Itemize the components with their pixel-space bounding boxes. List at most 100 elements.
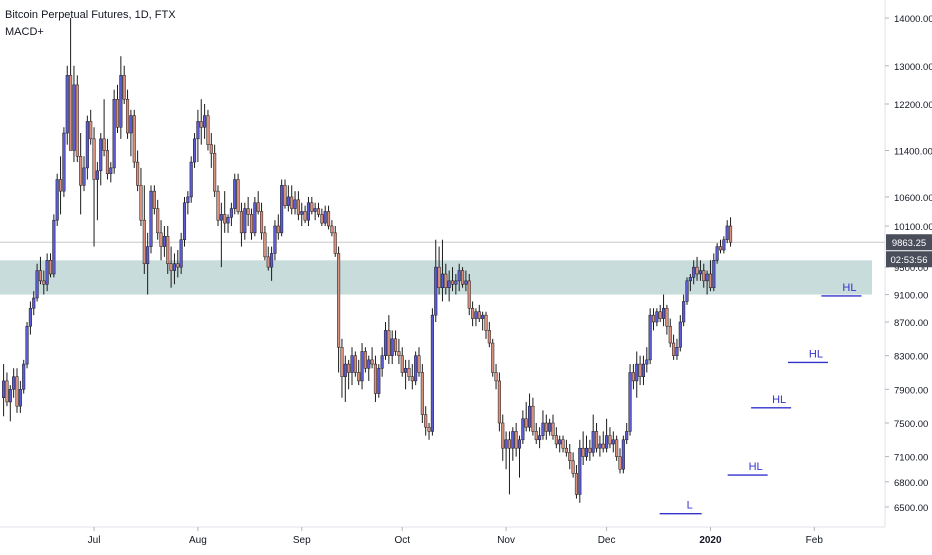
indicator-label[interactable]: MACD+: [5, 26, 44, 38]
candle: [477, 304, 481, 322]
candle-body: [705, 273, 709, 282]
annotation-label: HL: [749, 461, 763, 473]
candle-body: [528, 405, 532, 428]
candle: [487, 322, 491, 348]
candle: [266, 246, 270, 271]
candle-body: [457, 270, 461, 282]
candle: [400, 347, 404, 377]
candle-body: [414, 355, 418, 382]
candle: [591, 414, 595, 457]
candle: [648, 308, 652, 365]
candle: [303, 205, 307, 224]
countdown-value: 02:53:56: [891, 255, 928, 266]
candle-body: [668, 325, 672, 344]
candle-body: [651, 314, 656, 323]
candle: [705, 270, 709, 295]
candle: [588, 439, 592, 461]
candle: [350, 347, 354, 386]
candle: [199, 99, 203, 145]
y-axis[interactable]: 14000.00 13000.00 12200.00 11400.00 10600.00…: [885, 14, 932, 514]
candle: [313, 202, 317, 221]
candle: [122, 65, 126, 104]
candle: [561, 435, 565, 453]
candle: [394, 330, 398, 356]
candle: [69, 18, 73, 151]
candle-body: [571, 460, 575, 474]
candle: [695, 256, 699, 281]
candle-body: [290, 196, 294, 209]
candle-body: [541, 422, 545, 436]
candle-body: [206, 115, 210, 145]
candle-body: [270, 253, 274, 268]
candle: [417, 347, 421, 377]
candle-body: [12, 376, 16, 390]
candle: [554, 427, 558, 449]
candle-body: [618, 456, 622, 470]
candle-body: [558, 439, 562, 445]
candle: [136, 150, 140, 192]
candle-body: [574, 473, 579, 495]
candle: [581, 431, 585, 465]
candle: [162, 226, 166, 257]
x-axis[interactable]: Jul Aug Sep Oct Nov Dec 2020 Feb: [88, 527, 824, 546]
candle: [404, 359, 408, 390]
candle: [370, 347, 374, 369]
candle-body: [521, 418, 525, 441]
candle-body: [132, 115, 136, 163]
countdown-tag: [886, 251, 932, 268]
price-tags: 9863.25 02:53:56: [886, 234, 932, 268]
candle-body: [327, 211, 331, 227]
candle: [55, 173, 59, 226]
candle: [286, 185, 290, 212]
candle-body: [8, 389, 12, 403]
candle-body: [5, 380, 9, 403]
candle: [658, 304, 662, 322]
candle-body: [373, 363, 377, 394]
candle-body: [601, 443, 605, 449]
y-tick-label: 9100.00: [894, 291, 928, 302]
candle: [353, 351, 357, 377]
candle-body: [481, 314, 485, 319]
candle-body: [95, 170, 99, 180]
candle: [290, 185, 294, 215]
candle-body: [233, 179, 237, 209]
annotation-label: HL: [772, 394, 786, 406]
candle: [367, 355, 371, 381]
candle: [146, 232, 150, 295]
candle-body: [484, 314, 488, 331]
y-tick-label: 12200.00: [894, 100, 932, 111]
candle: [229, 202, 233, 226]
candle: [457, 263, 461, 292]
candle: [481, 311, 485, 331]
candle-body: [226, 217, 230, 224]
candle-body: [363, 351, 367, 369]
candle-body: [665, 308, 669, 327]
candle: [584, 435, 589, 461]
candle: [189, 156, 193, 203]
candle: [708, 260, 713, 292]
candle: [306, 196, 310, 226]
candle: [410, 364, 414, 390]
candle-body: [387, 330, 391, 356]
candle-body: [698, 270, 702, 275]
candle-body: [246, 208, 250, 215]
candle-body: [193, 138, 197, 163]
candle: [605, 418, 609, 453]
candle: [273, 220, 277, 261]
candle-body: [236, 179, 240, 212]
candle-body: [179, 239, 183, 268]
candle: [320, 208, 324, 226]
candle: [300, 202, 304, 226]
candle-body: [367, 359, 371, 369]
candle-body: [708, 273, 713, 288]
candle: [323, 205, 327, 226]
candle-body: [72, 84, 76, 151]
y-tick-label: 7500.00: [894, 419, 928, 430]
candle: [380, 347, 384, 377]
candle: [507, 431, 511, 495]
candle: [169, 246, 173, 288]
candle-body: [85, 121, 89, 169]
candle-body: [189, 161, 193, 198]
